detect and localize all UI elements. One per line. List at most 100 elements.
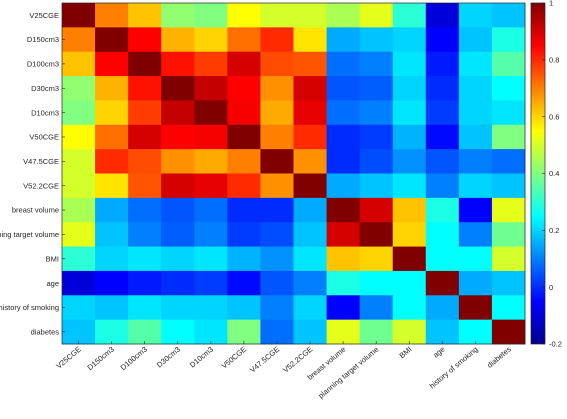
heatmap-cell: [392, 295, 427, 321]
heatmap-cell: [326, 295, 361, 321]
colorbar-tick-label: 0: [549, 283, 553, 292]
x-tick-label: D10cm3: [188, 345, 215, 370]
heatmap-cell: [227, 295, 261, 321]
heatmap-cell: [194, 270, 228, 296]
heatmap-cell: [227, 27, 261, 53]
heatmap-cell: [62, 3, 96, 28]
heatmap-cell: [260, 124, 294, 150]
heatmap-cell: [62, 124, 96, 150]
heatmap-cell: [425, 3, 460, 28]
heatmap-cell: [194, 197, 228, 223]
heatmap-cell: [161, 100, 195, 126]
heatmap-cell: [392, 173, 427, 199]
heatmap-cell: [95, 76, 129, 101]
heatmap-cell: [161, 246, 195, 272]
heatmap-cell: [392, 270, 427, 296]
heatmap-cell: [392, 27, 427, 53]
x-tick-label: V52.2CGE: [281, 345, 314, 375]
heatmap-cell: [95, 51, 129, 77]
heatmap-cell: [260, 246, 294, 272]
x-tick-label: V47.5CGE: [248, 345, 281, 375]
heatmap-cell: [62, 295, 96, 321]
heatmap-cell: [128, 222, 162, 247]
heatmap-cell: [392, 222, 427, 247]
heatmap-cell: [194, 173, 228, 199]
heatmap-cell: [326, 319, 361, 345]
heatmap-cell: [425, 173, 460, 199]
heatmap-cell: [128, 100, 162, 126]
heatmap-cell: [128, 270, 162, 296]
y-tick-label: BMI: [46, 254, 59, 263]
y-tick-label: history of smoking: [0, 303, 59, 312]
heatmap-cell: [491, 100, 526, 126]
heatmap-cell: [326, 222, 361, 247]
y-tick-label: planning target volume: [0, 230, 59, 239]
heatmap-cell: [95, 197, 129, 223]
heatmap-cell: [128, 51, 162, 77]
y-tick-label: age: [46, 279, 59, 288]
heatmap-cell: [194, 51, 228, 77]
heatmap-cell: [194, 222, 228, 247]
heatmap-cell: [293, 319, 327, 345]
plot-frame: [61, 2, 526, 345]
heatmap-cell: [260, 270, 294, 296]
heatmap-cell: [227, 246, 261, 272]
heatmap-cell: [62, 319, 96, 345]
heatmap-cell: [491, 246, 526, 272]
heatmap-cell: [194, 27, 228, 53]
heatmap-cell: [359, 295, 394, 321]
x-tick-label: V50CGE: [220, 345, 248, 371]
heatmap-cell: [128, 124, 162, 150]
heatmap-cell: [359, 100, 394, 126]
heatmap-cell: [128, 76, 162, 101]
colorbar-ticks: -0.2 0 0.2 0.4 0.6 0.8 1: [542, 0, 562, 349]
heatmap-cell: [293, 100, 327, 126]
heatmap-cell: [227, 51, 261, 77]
heatmap-cell: [260, 76, 294, 101]
heatmap-cell: [95, 222, 129, 247]
heatmap-cell: [491, 27, 526, 53]
heatmap-cell: [260, 319, 294, 345]
heatmap-cell: [392, 51, 427, 77]
heatmap-cell: [458, 100, 493, 126]
heatmap-cell: [425, 222, 460, 247]
x-tick-label: D30cm3: [155, 345, 182, 370]
heatmap-cell: [491, 197, 526, 223]
heatmap-cell: [425, 51, 460, 77]
heatmap-cell: [95, 173, 129, 199]
heatmap-cell: [128, 173, 162, 199]
heatmap-cell: [491, 51, 526, 77]
heatmap-cell: [293, 51, 327, 77]
heatmap-cell: [359, 222, 394, 247]
heatmap-cell: [62, 51, 96, 77]
heatmap-cell: [161, 270, 195, 296]
heatmap-cell: [392, 149, 427, 174]
heatmap-cell: [260, 173, 294, 199]
heatmap-cell: [491, 76, 526, 101]
heatmap-cell: [95, 319, 129, 345]
heatmap-cell: [62, 246, 96, 272]
heatmap-cell: [194, 76, 228, 101]
heatmap-cell: [359, 246, 394, 272]
heatmap-cell: [425, 295, 460, 321]
heatmap-cell: [161, 222, 195, 247]
heatmap-cell: [293, 149, 327, 174]
heatmap-cell: [128, 3, 162, 28]
heatmap-cell: [62, 173, 96, 199]
y-tick-label: diabetes: [31, 328, 60, 337]
heatmap-cell: [326, 197, 361, 223]
heatmap-cell: [491, 222, 526, 247]
y-tick-labels: V25CGE D150cm3 D100cm3 D30cm3 D10cm3 V50CGE V4…: [0, 11, 65, 337]
heatmap-cell: [359, 197, 394, 223]
heatmap-cell: [227, 149, 261, 174]
heatmap-cell: [359, 3, 394, 28]
heatmap-cell: [491, 319, 526, 345]
heatmap-cell: [62, 270, 96, 296]
heatmap-cell: [458, 3, 493, 28]
heatmap-cell: [392, 124, 427, 150]
heatmap-cell: [260, 51, 294, 77]
heatmap-cell: [227, 100, 261, 126]
heatmap-cell: [128, 27, 162, 53]
y-tick-label: V25CGE: [29, 11, 59, 20]
